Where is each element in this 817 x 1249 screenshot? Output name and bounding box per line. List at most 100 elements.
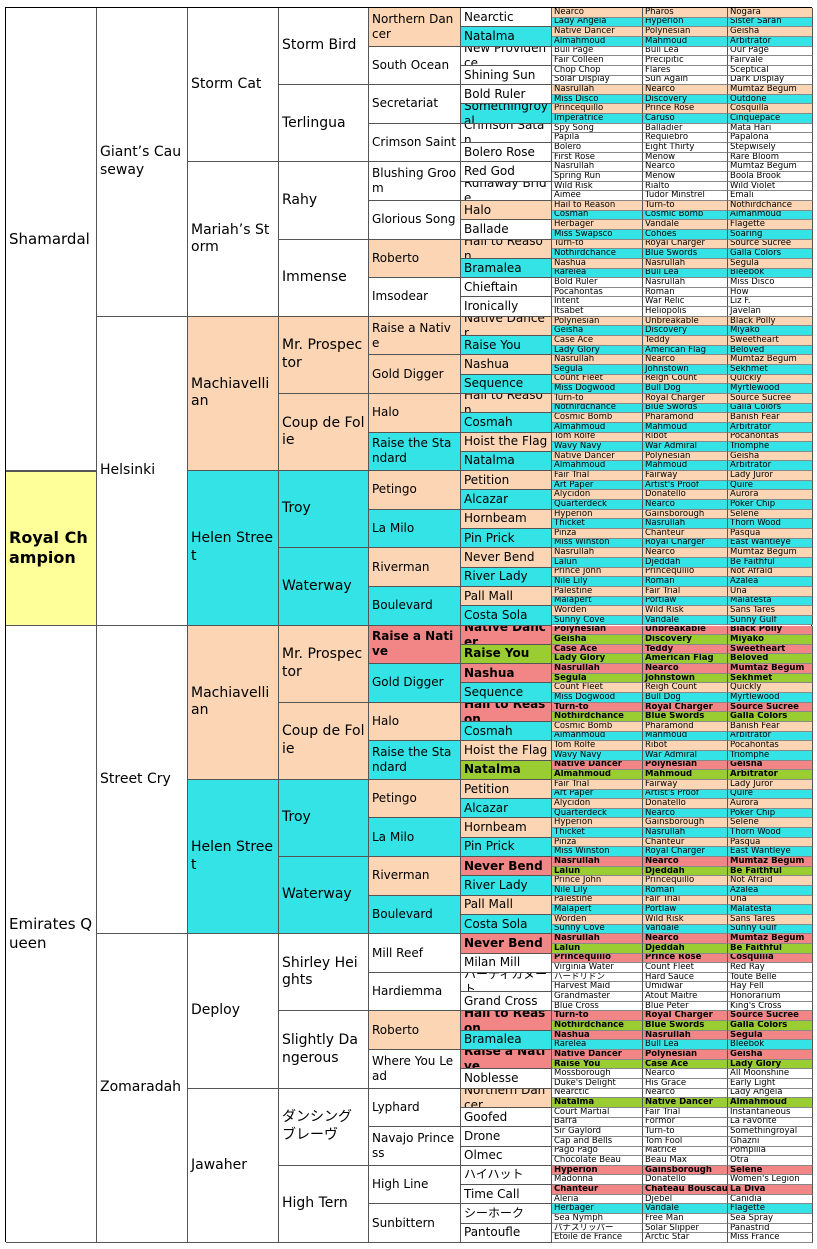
ancestor-cell: Court Martial xyxy=(552,1107,643,1118)
ancestor-cell: Dark Display xyxy=(728,75,813,86)
ancestor-cell: Liz F. xyxy=(728,297,813,308)
ancestor-cell: Blue Swords xyxy=(643,712,728,722)
ancestor-cell: Lalun xyxy=(552,557,643,568)
ancestor-cell: Sceptical xyxy=(728,65,813,76)
ancestor-cell: Sekhmet xyxy=(728,673,813,684)
ancestor-cell: Aimee xyxy=(552,191,643,201)
ancestor-cell: Nasrullah xyxy=(552,162,643,173)
ancestor-cell: Sweetheart xyxy=(728,336,813,346)
ancestor-cell: Imsodear xyxy=(369,278,461,317)
ancestor-cell: Never Bend xyxy=(461,857,552,877)
ancestor-cell: Natalma xyxy=(461,27,552,47)
ancestor-cell: Petition xyxy=(461,471,552,491)
ancestor-cell: Our Page xyxy=(728,46,813,57)
ancestor-cell: Time Call xyxy=(461,1185,552,1205)
ancestor-cell: Outdone xyxy=(728,94,813,105)
ancestor-cell: Almahmoud xyxy=(552,422,643,433)
ancestor-cell: Pompilia xyxy=(728,1146,813,1157)
ancestor-cell: Sequence xyxy=(461,374,552,394)
ancestor-cell: Hyperion xyxy=(552,818,643,829)
ancestor-cell: Banish Fear xyxy=(728,721,813,732)
ancestor-cell: Vandale xyxy=(643,924,728,935)
ancestor-cell: Artist's Proof xyxy=(643,789,728,800)
ancestor-cell: Nile Lily xyxy=(552,886,643,896)
ancestor-cell: Bull Lea xyxy=(643,1040,728,1051)
ancestor-cell: Turn-to xyxy=(552,239,643,250)
ancestor-cell: Almahmoud xyxy=(552,36,643,47)
ancestor-cell: American Flag xyxy=(643,654,728,665)
ancestor-cell: Coup de Folie xyxy=(279,702,369,780)
ancestor-cell: Selene xyxy=(728,1165,813,1176)
ancestor-cell: Sunbittern xyxy=(369,1204,461,1243)
ancestor-cell: Raise a Native xyxy=(369,625,461,665)
ancestor-cell: Polynesian xyxy=(552,316,643,327)
ancestor-cell: Miss Disco xyxy=(728,278,813,288)
ancestor-cell: Arbitrator xyxy=(728,36,813,47)
ancestor-cell: Segula xyxy=(728,258,813,269)
ancestor-cell: First Rose xyxy=(552,152,643,163)
ancestor-cell: Menow xyxy=(643,172,728,182)
ancestor-cell: Native Dancer xyxy=(552,1050,643,1060)
ancestor-cell: Beloved xyxy=(728,654,813,665)
ancestor-cell: Arbitrator xyxy=(728,422,813,433)
ancestor-cell: Malatesta xyxy=(728,596,813,607)
ancestor-cell: Source Sucree xyxy=(728,393,813,404)
ancestor-cell: Black Polly xyxy=(728,316,813,327)
ancestor-cell: Quire xyxy=(728,480,813,491)
ancestor-cell: Nearco xyxy=(643,355,728,365)
ancestor-cell: Vandale xyxy=(643,1204,728,1215)
ancestor-cell: Roman xyxy=(643,886,728,896)
ancestor-cell: Mossborough xyxy=(552,1069,643,1079)
ancestor-cell: Lady Glory xyxy=(552,654,643,665)
ancestor-cell: Hail to Reason xyxy=(461,1011,552,1031)
ancestor-cell: Sun Again xyxy=(643,75,728,86)
ancestor-cell: Royal Charger xyxy=(643,702,728,713)
ancestor-cell: Donatello xyxy=(643,490,728,501)
ancestor-cell: Mill Reef xyxy=(369,934,461,973)
ancestor-cell: Djeddah xyxy=(643,943,728,954)
ancestor-cell: Javelan xyxy=(728,307,813,317)
ancestor-cell: Arbitrator xyxy=(728,731,813,742)
ancestor-cell: Never Bend xyxy=(461,934,552,954)
ancestor-cell: Nearco xyxy=(643,1069,728,1079)
ancestor-cell: Sea Spray xyxy=(728,1214,813,1224)
ancestor-cell: Alcazar xyxy=(461,490,552,510)
ancestor-cell: Native Dancer xyxy=(461,316,552,337)
ancestor-cell: Myrtlewood xyxy=(728,384,813,394)
ancestor-cell: Hyperion xyxy=(643,17,728,28)
ancestor-cell: Polynesian xyxy=(643,1050,728,1060)
ancestor-cell: Malapert xyxy=(552,905,643,915)
ancestor-cell: Ballade xyxy=(461,220,552,240)
ancestor-cell: Be Faithful xyxy=(728,557,813,568)
ancestor-cell: Teddy xyxy=(643,336,728,346)
ancestor-cell: Wild Risk xyxy=(643,914,728,925)
ancestor-cell: Princequillo xyxy=(552,104,643,115)
ancestor-cell: Machiavellian xyxy=(188,625,279,780)
ancestor-cell: Raise You xyxy=(552,1059,643,1070)
ancestor-cell: Djeddah xyxy=(643,866,728,877)
ancestor-cell: Sunny Gulf xyxy=(728,615,813,626)
ancestor-cell: Papila xyxy=(552,133,643,144)
ancestor-cell: Petingo xyxy=(369,471,461,510)
ancestor-cell: Segula xyxy=(552,673,643,684)
ancestor-cell: Helen Street xyxy=(188,779,279,935)
ancestor-cell: Boola Brook xyxy=(728,172,813,182)
ancestor-cell: Thorn Wood xyxy=(728,828,813,838)
ancestor-cell: Poker Chip xyxy=(728,808,813,819)
ancestor-cell: Virginia Water xyxy=(552,963,643,973)
ancestor-cell: Nasrullah xyxy=(643,278,728,288)
ancestor-cell: Troy xyxy=(279,779,369,858)
ancestor-cell: Fair Trial xyxy=(552,471,643,481)
ancestor-cell: Jawaher xyxy=(188,1088,279,1243)
ancestor-cell: Thorn Wood xyxy=(728,519,813,529)
ancestor-cell: Mahmoud xyxy=(643,422,728,433)
sire-cell: Shamardal xyxy=(6,8,97,472)
ancestor-cell: Duke's Delight xyxy=(552,1078,643,1089)
ancestor-cell: Soaring xyxy=(728,229,813,240)
ancestor-cell: Glorious Song xyxy=(369,200,461,240)
subject-cell: Royal Champion xyxy=(6,471,97,626)
ancestor-cell: Nasrullah xyxy=(643,519,728,529)
ancestor-cell: Lalun xyxy=(552,943,643,954)
ancestor-cell: Street Cry xyxy=(97,625,188,935)
ancestor-cell: Prince Rose xyxy=(643,953,728,964)
